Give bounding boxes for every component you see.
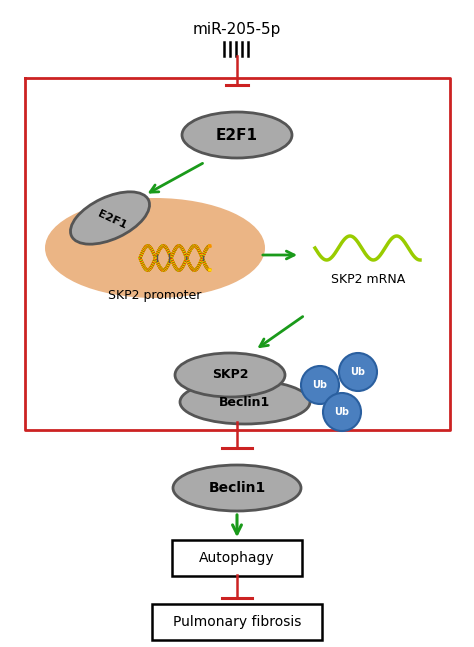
Ellipse shape — [301, 366, 339, 404]
Ellipse shape — [182, 112, 292, 158]
Text: Pulmonary fibrosis: Pulmonary fibrosis — [173, 615, 301, 629]
Text: SKP2 mRNA: SKP2 mRNA — [331, 273, 405, 286]
Text: Ub: Ub — [312, 380, 328, 390]
FancyBboxPatch shape — [172, 540, 302, 576]
Ellipse shape — [339, 353, 377, 391]
Text: Autophagy: Autophagy — [199, 551, 275, 565]
Text: E2F1: E2F1 — [216, 127, 258, 142]
Text: Beclin1: Beclin1 — [209, 481, 265, 495]
FancyBboxPatch shape — [152, 604, 322, 640]
Ellipse shape — [45, 198, 265, 298]
Ellipse shape — [173, 465, 301, 511]
Text: Ub: Ub — [350, 367, 365, 377]
Text: SKP2 promoter: SKP2 promoter — [109, 289, 202, 302]
Text: SKP2: SKP2 — [212, 369, 248, 382]
Text: E2F1: E2F1 — [96, 209, 128, 231]
Text: Ub: Ub — [335, 407, 349, 417]
Ellipse shape — [175, 353, 285, 397]
Ellipse shape — [180, 380, 310, 424]
Ellipse shape — [323, 393, 361, 431]
Ellipse shape — [71, 192, 149, 244]
Text: miR-205-5p: miR-205-5p — [193, 22, 281, 37]
Text: Beclin1: Beclin1 — [219, 395, 271, 408]
